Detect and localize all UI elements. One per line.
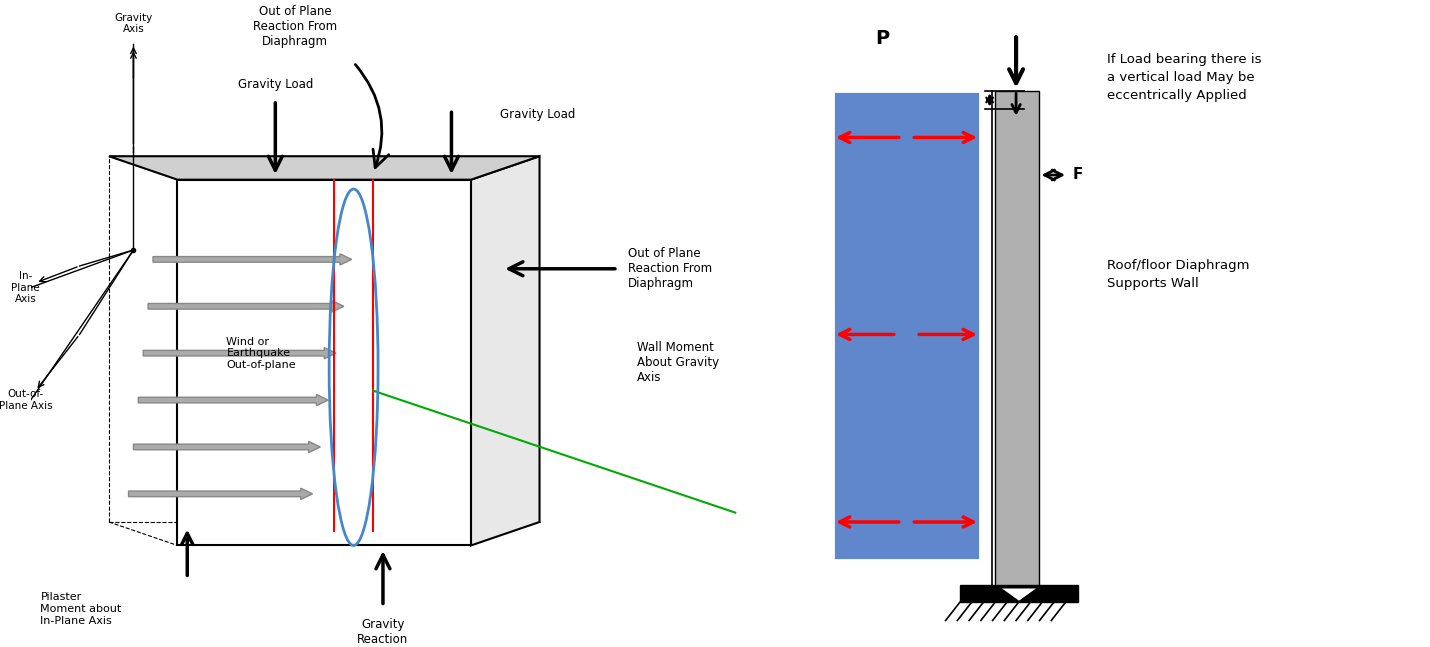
FancyArrow shape (139, 395, 327, 406)
Text: Gravity
Axis: Gravity Axis (114, 13, 153, 34)
Text: Wall Moment
About Gravity
Axis: Wall Moment About Gravity Axis (638, 341, 719, 384)
Text: If Load bearing there is
a vertical load May be
eccentrically Applied: If Load bearing there is a vertical load… (1107, 53, 1261, 102)
FancyArrow shape (143, 347, 336, 359)
FancyArrow shape (149, 301, 343, 312)
Text: Out-of-
Plane Axis: Out-of- Plane Axis (0, 389, 53, 411)
Bar (834, 91, 980, 560)
Text: Wind or
Earthquake
Out-of-plane: Wind or Earthquake Out-of-plane (226, 336, 296, 370)
Text: Gravity Load: Gravity Load (237, 78, 313, 91)
Text: Gravity
Reaction: Gravity Reaction (358, 618, 409, 646)
Text: F: F (1072, 168, 1083, 182)
FancyArrow shape (153, 254, 352, 265)
Polygon shape (470, 156, 539, 545)
Text: Gravity Load: Gravity Load (500, 107, 576, 120)
Text: Out of Plane
Reaction From
Diaphragm: Out of Plane Reaction From Diaphragm (628, 247, 712, 291)
Text: Roof/floor Diaphragm
Supports Wall: Roof/floor Diaphragm Supports Wall (1107, 259, 1250, 291)
Polygon shape (109, 156, 539, 180)
Text: In-
Plane
Axis: In- Plane Axis (11, 271, 40, 304)
Bar (994, 91, 1038, 587)
FancyArrow shape (129, 488, 313, 499)
FancyArrow shape (133, 441, 320, 453)
Polygon shape (1000, 587, 1038, 602)
Text: P: P (875, 30, 889, 49)
Polygon shape (177, 180, 470, 545)
Bar (961, 585, 1078, 602)
Text: Pilaster
Moment about
In-Plane Axis: Pilaster Moment about In-Plane Axis (40, 593, 122, 626)
Text: Out of Plane
Reaction From
Diaphragm: Out of Plane Reaction From Diaphragm (253, 5, 337, 49)
